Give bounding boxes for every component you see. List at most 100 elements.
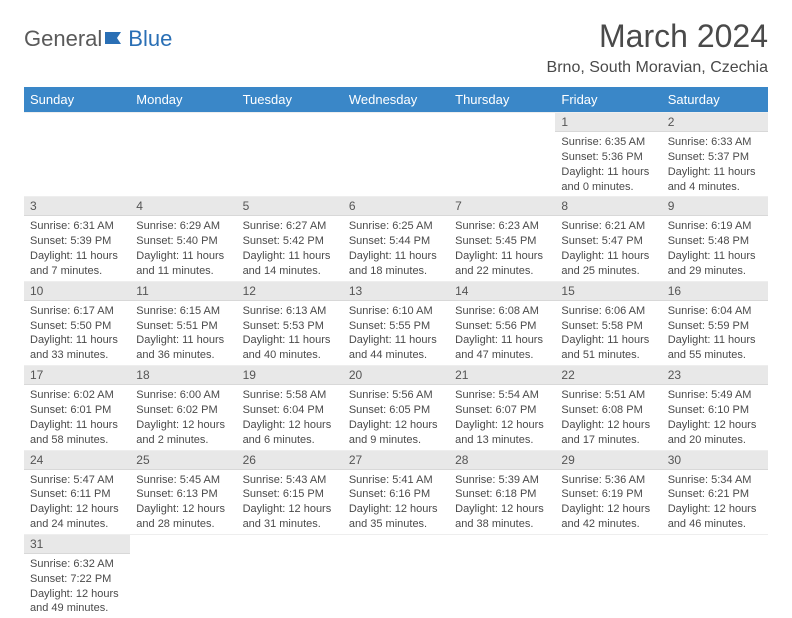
day-sr: Sunrise: 5:45 AM: [136, 473, 230, 488]
calendar-week-row: 3Sunrise: 6:31 AMSunset: 5:39 PMDaylight…: [24, 197, 768, 281]
day-sr: Sunrise: 5:36 AM: [561, 473, 655, 488]
day-sr: Sunrise: 6:29 AM: [136, 219, 230, 234]
day-d2: and 40 minutes.: [243, 348, 337, 363]
day-d2: and 51 minutes.: [561, 348, 655, 363]
calendar-week-row: 24Sunrise: 5:47 AMSunset: 6:11 PMDayligh…: [24, 450, 768, 534]
calendar-day-cell: 11Sunrise: 6:15 AMSunset: 5:51 PMDayligh…: [130, 281, 236, 365]
day-body: Sunrise: 6:15 AMSunset: 5:51 PMDaylight:…: [130, 301, 236, 365]
day-body: Sunrise: 6:08 AMSunset: 5:56 PMDaylight:…: [449, 301, 555, 365]
day-ss: Sunset: 7:22 PM: [30, 572, 124, 587]
day-d2: and 18 minutes.: [349, 264, 443, 279]
day-sr: Sunrise: 6:02 AM: [30, 388, 124, 403]
day-d1: Daylight: 12 hours: [349, 502, 443, 517]
day-number: 19: [237, 366, 343, 385]
day-d1: Daylight: 11 hours: [136, 333, 230, 348]
day-body: Sunrise: 5:39 AMSunset: 6:18 PMDaylight:…: [449, 470, 555, 534]
day-sr: Sunrise: 6:33 AM: [668, 135, 762, 150]
day-d2: and 0 minutes.: [561, 180, 655, 195]
day-d2: and 35 minutes.: [349, 517, 443, 532]
day-body: Sunrise: 6:10 AMSunset: 5:55 PMDaylight:…: [343, 301, 449, 365]
day-sr: Sunrise: 6:27 AM: [243, 219, 337, 234]
day-body: Sunrise: 5:47 AMSunset: 6:11 PMDaylight:…: [24, 470, 130, 534]
calendar-day-cell: 20Sunrise: 5:56 AMSunset: 6:05 PMDayligh…: [343, 366, 449, 450]
day-d2: and 33 minutes.: [30, 348, 124, 363]
day-d2: and 20 minutes.: [668, 433, 762, 448]
calendar-day-cell: 21Sunrise: 5:54 AMSunset: 6:07 PMDayligh…: [449, 366, 555, 450]
day-body: Sunrise: 6:17 AMSunset: 5:50 PMDaylight:…: [24, 301, 130, 365]
day-body: Sunrise: 5:58 AMSunset: 6:04 PMDaylight:…: [237, 385, 343, 449]
day-ss: Sunset: 6:07 PM: [455, 403, 549, 418]
day-d2: and 9 minutes.: [349, 433, 443, 448]
day-sr: Sunrise: 6:19 AM: [668, 219, 762, 234]
title-block: March 2024 Brno, South Moravian, Czechia: [547, 18, 768, 77]
day-number: 26: [237, 451, 343, 470]
day-d1: Daylight: 11 hours: [455, 249, 549, 264]
day-ss: Sunset: 6:02 PM: [136, 403, 230, 418]
day-ss: Sunset: 6:21 PM: [668, 487, 762, 502]
day-sr: Sunrise: 6:32 AM: [30, 557, 124, 572]
day-d2: and 38 minutes.: [455, 517, 549, 532]
calendar-day-cell: 2Sunrise: 6:33 AMSunset: 5:37 PMDaylight…: [662, 113, 768, 197]
day-d2: and 36 minutes.: [136, 348, 230, 363]
day-d2: and 49 minutes.: [30, 601, 124, 616]
day-number: 17: [24, 366, 130, 385]
weekday-header-row: Sunday Monday Tuesday Wednesday Thursday…: [24, 87, 768, 113]
day-sr: Sunrise: 6:31 AM: [30, 219, 124, 234]
day-d2: and 29 minutes.: [668, 264, 762, 279]
day-d1: Daylight: 11 hours: [243, 333, 337, 348]
day-number: 13: [343, 282, 449, 301]
calendar-day-cell: 14Sunrise: 6:08 AMSunset: 5:56 PMDayligh…: [449, 281, 555, 365]
day-sr: Sunrise: 5:51 AM: [561, 388, 655, 403]
day-ss: Sunset: 5:51 PM: [136, 319, 230, 334]
calendar-day-cell: 29Sunrise: 5:36 AMSunset: 6:19 PMDayligh…: [555, 450, 661, 534]
day-number: 15: [555, 282, 661, 301]
day-ss: Sunset: 5:37 PM: [668, 150, 762, 165]
weekday-header: Thursday: [449, 87, 555, 113]
calendar-table: Sunday Monday Tuesday Wednesday Thursday…: [24, 87, 768, 618]
calendar-day-cell: 16Sunrise: 6:04 AMSunset: 5:59 PMDayligh…: [662, 281, 768, 365]
calendar-day-cell: [555, 534, 661, 618]
day-body: Sunrise: 5:51 AMSunset: 6:08 PMDaylight:…: [555, 385, 661, 449]
day-number: 6: [343, 197, 449, 216]
calendar-day-cell: [237, 113, 343, 197]
day-body: Sunrise: 5:56 AMSunset: 6:05 PMDaylight:…: [343, 385, 449, 449]
calendar-day-cell: 26Sunrise: 5:43 AMSunset: 6:15 PMDayligh…: [237, 450, 343, 534]
day-d2: and 25 minutes.: [561, 264, 655, 279]
day-d1: Daylight: 12 hours: [349, 418, 443, 433]
day-ss: Sunset: 6:10 PM: [668, 403, 762, 418]
day-body: Sunrise: 5:41 AMSunset: 6:16 PMDaylight:…: [343, 470, 449, 534]
calendar-day-cell: 9Sunrise: 6:19 AMSunset: 5:48 PMDaylight…: [662, 197, 768, 281]
day-number: 7: [449, 197, 555, 216]
weekday-header: Sunday: [24, 87, 130, 113]
day-ss: Sunset: 5:58 PM: [561, 319, 655, 334]
day-number: 25: [130, 451, 236, 470]
day-body: Sunrise: 5:54 AMSunset: 6:07 PMDaylight:…: [449, 385, 555, 449]
day-sr: Sunrise: 5:49 AM: [668, 388, 762, 403]
logo-text-blue: Blue: [128, 26, 172, 52]
day-number: 27: [343, 451, 449, 470]
day-d1: Daylight: 11 hours: [561, 249, 655, 264]
day-sr: Sunrise: 5:39 AM: [455, 473, 549, 488]
day-d1: Daylight: 11 hours: [668, 333, 762, 348]
logo-text-general: General: [24, 26, 102, 52]
day-number: 21: [449, 366, 555, 385]
day-number: 14: [449, 282, 555, 301]
day-number: 22: [555, 366, 661, 385]
day-sr: Sunrise: 5:43 AM: [243, 473, 337, 488]
day-number: 3: [24, 197, 130, 216]
day-d1: Daylight: 12 hours: [136, 418, 230, 433]
day-ss: Sunset: 6:01 PM: [30, 403, 124, 418]
calendar-day-cell: 4Sunrise: 6:29 AMSunset: 5:40 PMDaylight…: [130, 197, 236, 281]
day-ss: Sunset: 5:44 PM: [349, 234, 443, 249]
day-number: 30: [662, 451, 768, 470]
day-d1: Daylight: 12 hours: [455, 502, 549, 517]
day-ss: Sunset: 6:15 PM: [243, 487, 337, 502]
day-body: Sunrise: 6:32 AMSunset: 7:22 PMDaylight:…: [24, 554, 130, 618]
calendar-week-row: 10Sunrise: 6:17 AMSunset: 5:50 PMDayligh…: [24, 281, 768, 365]
day-d1: Daylight: 11 hours: [455, 333, 549, 348]
day-body: Sunrise: 5:49 AMSunset: 6:10 PMDaylight:…: [662, 385, 768, 449]
calendar-day-cell: 8Sunrise: 6:21 AMSunset: 5:47 PMDaylight…: [555, 197, 661, 281]
calendar-day-cell: [343, 534, 449, 618]
weekday-header: Monday: [130, 87, 236, 113]
day-number: 20: [343, 366, 449, 385]
